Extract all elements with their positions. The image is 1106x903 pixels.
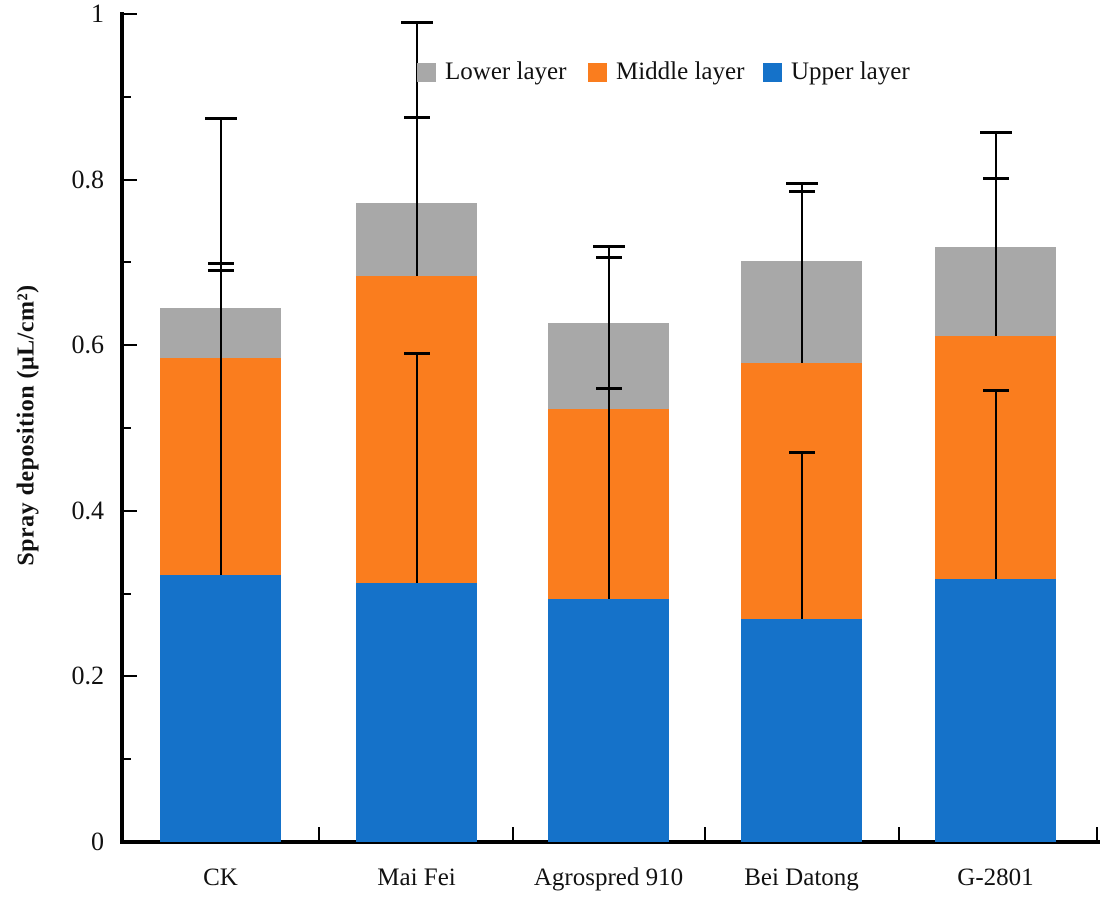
legend-label: Lower layer	[445, 58, 567, 85]
error-bar-cap-total	[207, 268, 234, 272]
error-bar-cap-middle	[400, 21, 433, 25]
x-category-label: CK	[203, 864, 238, 891]
error-bar-cap-total	[403, 115, 430, 119]
x-tick	[1096, 827, 1098, 840]
y-major-tick	[124, 344, 137, 347]
x-category-label: G-2801	[957, 864, 1034, 891]
error-bar-cap-total	[788, 190, 815, 194]
y-tick-label: 0	[91, 827, 104, 856]
legend-swatch-upper-layer	[763, 62, 782, 82]
x-category-label: Bei Datong	[744, 864, 859, 891]
legend-label: Middle layer	[616, 58, 745, 85]
y-tick-label: 0.8	[71, 164, 105, 194]
error-bar-line-middle	[219, 118, 222, 358]
y-minor-tick	[124, 758, 131, 761]
y-major-tick	[124, 675, 137, 678]
x-tick	[897, 827, 900, 840]
error-bar-cap-total	[982, 176, 1009, 180]
error-bar-line-total	[607, 257, 610, 323]
error-bar-line-upper	[994, 389, 997, 579]
y-tick-label: 0.2	[71, 661, 105, 691]
bar-segment-upper-layer	[356, 582, 477, 842]
y-major-tick	[124, 13, 137, 15]
legend-label: Upper layer	[791, 58, 910, 85]
legend-item-lower: Lower layer	[417, 58, 567, 85]
y-major-tick	[124, 509, 137, 512]
legend-item-middle: Middle layer	[588, 58, 745, 85]
x-axis-line	[120, 840, 1100, 844]
error-bar-line-upper	[800, 452, 803, 620]
error-bar-cap-middle	[592, 244, 625, 248]
x-category-label: Mai Fei	[377, 864, 456, 891]
x-tick	[511, 827, 514, 840]
error-bar-line-total	[415, 116, 418, 203]
error-bar-line-middle	[607, 245, 610, 409]
error-bar-cap-upper	[788, 451, 815, 454]
y-major-tick	[124, 841, 137, 843]
error-bar-line-upper	[607, 388, 610, 599]
error-bar-cap-upper	[982, 388, 1009, 392]
x-tick	[317, 827, 320, 840]
y-minor-tick	[124, 592, 131, 595]
error-bar-line-upper	[219, 263, 222, 575]
bar-segment-upper-layer	[935, 578, 1056, 842]
legend-item-upper: Upper layer	[763, 58, 910, 85]
error-bar-cap-middle	[204, 117, 237, 121]
error-bar-cap-total	[595, 256, 622, 260]
y-minor-tick	[124, 427, 131, 429]
y-minor-tick	[124, 95, 131, 98]
x-category-label: Agrospred 910	[533, 864, 684, 891]
y-tick-label: 1	[91, 0, 104, 28]
legend-swatch-middle-layer	[588, 62, 607, 82]
bar-segment-upper-layer	[548, 598, 669, 842]
y-axis-line	[120, 12, 124, 844]
y-tick-label: 0.4	[71, 495, 105, 525]
y-minor-tick	[124, 261, 131, 264]
legend-swatch-lower-layer	[417, 62, 436, 82]
error-bar-line-total	[800, 191, 803, 261]
y-tick-label: 0.6	[71, 330, 105, 360]
y-major-tick	[124, 178, 137, 181]
error-bar-line-total	[219, 269, 222, 308]
error-bar-cap-middle	[785, 181, 818, 185]
error-bar-line-upper	[415, 352, 418, 583]
error-bar-line-total	[994, 177, 997, 247]
bar-segment-upper-layer	[741, 619, 862, 842]
error-bar-line-middle	[800, 182, 803, 364]
error-bar-cap-middle	[979, 131, 1012, 135]
bar-segment-upper-layer	[160, 574, 281, 842]
x-tick	[704, 827, 706, 840]
error-bar-cap-upper	[403, 351, 430, 355]
